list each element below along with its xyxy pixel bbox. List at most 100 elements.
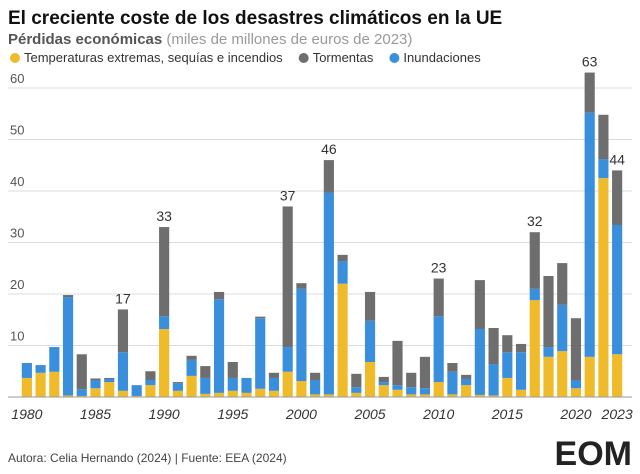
bar-segment bbox=[49, 371, 60, 397]
x-tick-label: 1985 bbox=[80, 406, 111, 422]
y-tick-label: 40 bbox=[10, 174, 24, 189]
legend-swatch bbox=[298, 53, 309, 63]
bar-segment bbox=[282, 206, 293, 348]
total-label: 33 bbox=[156, 208, 172, 224]
bar-segment bbox=[76, 395, 87, 397]
bar-segment bbox=[557, 304, 568, 352]
bar-segment bbox=[433, 382, 444, 397]
bar-segment bbox=[49, 347, 60, 372]
bar-segment bbox=[255, 318, 266, 389]
bar-segment bbox=[557, 351, 568, 397]
total-label: 46 bbox=[321, 141, 337, 157]
bar-segment bbox=[612, 170, 623, 225]
bar-segment bbox=[62, 295, 74, 298]
bar-segment bbox=[351, 373, 362, 388]
bar-segment bbox=[62, 297, 74, 396]
bar-segment bbox=[392, 340, 403, 386]
bar-segment bbox=[35, 365, 46, 373]
bar-segment bbox=[584, 72, 595, 113]
bar-segment bbox=[447, 371, 458, 395]
bar-segment bbox=[323, 394, 334, 397]
bar-segment bbox=[90, 388, 101, 397]
bar-segment bbox=[515, 389, 527, 397]
bar-segment bbox=[241, 377, 252, 393]
bar-segment bbox=[268, 372, 280, 378]
bar-segment bbox=[159, 329, 170, 397]
bar-segment bbox=[570, 380, 582, 389]
bar-segment bbox=[598, 178, 609, 397]
bar-segment bbox=[433, 316, 444, 383]
bar-segment bbox=[364, 361, 376, 397]
bar-segment bbox=[213, 291, 225, 300]
bar-segment bbox=[502, 352, 513, 378]
bar-segment bbox=[310, 380, 321, 395]
bar-segment bbox=[310, 372, 321, 381]
bar-segment bbox=[447, 394, 458, 397]
legend-swatch bbox=[389, 53, 400, 63]
legend-label: Inundaciones bbox=[403, 50, 481, 65]
bar-segment bbox=[612, 354, 623, 397]
bar-segment bbox=[35, 372, 46, 397]
bar-segment bbox=[461, 374, 472, 379]
bar-segment bbox=[406, 372, 417, 388]
total-label: 32 bbox=[527, 213, 543, 229]
bar-segment bbox=[21, 377, 32, 397]
bar-segment bbox=[337, 283, 348, 397]
bar-segment bbox=[337, 254, 348, 262]
bar-segment bbox=[570, 388, 582, 397]
bar-segment bbox=[255, 388, 266, 397]
y-tick-label: 20 bbox=[10, 277, 24, 292]
bar-segment bbox=[76, 389, 87, 396]
bar-segment bbox=[104, 377, 115, 379]
bar-segment bbox=[502, 377, 513, 397]
bar-segment bbox=[502, 335, 513, 353]
legend-label: Tormentas bbox=[313, 50, 374, 65]
bar-segment bbox=[488, 395, 499, 397]
x-tick-label: 2015 bbox=[491, 406, 523, 422]
bar-segment bbox=[351, 392, 362, 397]
total-label: 17 bbox=[115, 290, 131, 306]
bar-segment bbox=[378, 382, 389, 386]
bar-segment bbox=[543, 275, 554, 348]
bar-segment bbox=[351, 387, 362, 393]
bar-segment bbox=[117, 309, 129, 353]
bar-segment bbox=[159, 316, 170, 330]
y-tick-label: 60 bbox=[10, 71, 24, 86]
bar-segment bbox=[570, 318, 582, 381]
legend-label: Temperaturas extremas, sequías e incendi… bbox=[24, 50, 283, 65]
total-label: 63 bbox=[582, 54, 598, 70]
bar-segment bbox=[213, 392, 225, 397]
bar-segment bbox=[474, 394, 485, 397]
bar-segment bbox=[515, 352, 527, 390]
subtitle: Pérdidas económicas (miles de millones d… bbox=[8, 31, 412, 48]
bar-segment bbox=[364, 320, 376, 362]
x-tick-label: 2005 bbox=[353, 406, 385, 422]
y-tick-label: 50 bbox=[10, 123, 24, 138]
bar-segment bbox=[172, 382, 183, 384]
logo: EOM bbox=[555, 435, 632, 473]
x-tick-label: 2023 bbox=[601, 406, 633, 422]
bar-segment bbox=[172, 383, 183, 391]
bar-segment bbox=[612, 224, 623, 355]
bar-segment bbox=[145, 371, 156, 381]
bar-segment bbox=[406, 387, 417, 395]
bar-segment bbox=[419, 356, 431, 389]
bar-segment bbox=[186, 375, 197, 397]
x-tick-label: 1995 bbox=[217, 406, 248, 422]
bar-segment bbox=[461, 385, 472, 397]
bar-segment bbox=[364, 291, 376, 321]
bar-segment bbox=[488, 364, 499, 396]
bar-segment bbox=[117, 390, 129, 397]
bar-segment bbox=[419, 394, 431, 397]
bar-segment bbox=[200, 393, 211, 397]
bar-segment bbox=[21, 363, 32, 378]
bar-segment bbox=[488, 327, 499, 365]
bar-segment bbox=[131, 395, 142, 397]
x-tick-label: 1980 bbox=[11, 406, 42, 422]
bar-segment bbox=[268, 377, 280, 391]
bar-segment bbox=[186, 359, 197, 376]
x-tick-label: 2000 bbox=[285, 406, 317, 422]
total-label: 37 bbox=[280, 187, 296, 203]
total-label: 44 bbox=[609, 151, 625, 167]
